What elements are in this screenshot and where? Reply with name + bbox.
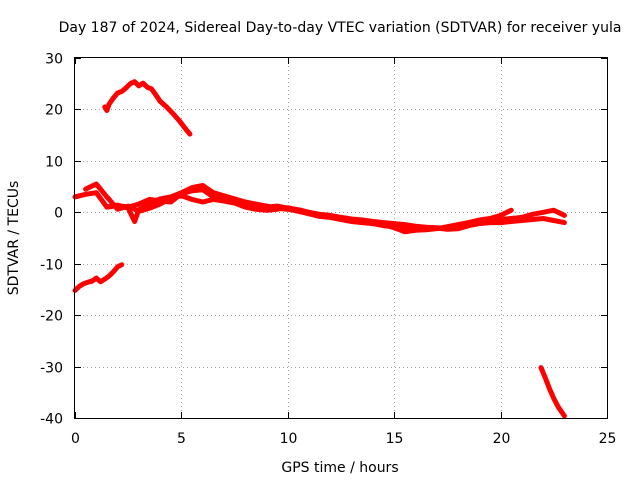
x-tick-label: 25: [599, 431, 617, 447]
x-tick-label: 10: [280, 431, 298, 447]
grid-lines: [75, 58, 607, 418]
y-tick-label: -30: [40, 361, 63, 377]
y-tick-label: 10: [45, 155, 63, 171]
y-tick-label: -20: [40, 309, 63, 325]
x-tick-labels: 0 5 10 15 20 25: [71, 431, 616, 447]
x-tick-label: 20: [493, 431, 511, 447]
data-series: [72, 79, 567, 419]
series-line-arc-low-right: [538, 365, 567, 419]
x-tick-label: 0: [71, 431, 80, 447]
x-axis-label: GPS time / hours: [281, 460, 398, 476]
series-line-arc-low-left: [72, 262, 125, 293]
y-tick-label: 0: [54, 206, 63, 222]
y-axis-label: SDTVAR / TECUs: [6, 181, 22, 296]
y-tick-label: 20: [45, 103, 63, 119]
y-tick-label: -10: [40, 258, 63, 274]
x-tick-label: 5: [177, 431, 186, 447]
x-tick-label: 15: [386, 431, 404, 447]
axis-ticks: [75, 58, 608, 419]
y-tick-label: -40: [40, 412, 63, 428]
y-tick-label: 30: [45, 52, 63, 68]
series-line-arc-high: [102, 79, 193, 137]
series-line-arc-main-c: [104, 183, 567, 232]
plot-frame: [74, 57, 608, 419]
chart-title: Day 187 of 2024, Sidereal Day-to-day VTE…: [59, 20, 622, 36]
y-tick-labels: -40 -30 -20 -10 0 10 20 30: [40, 52, 63, 428]
